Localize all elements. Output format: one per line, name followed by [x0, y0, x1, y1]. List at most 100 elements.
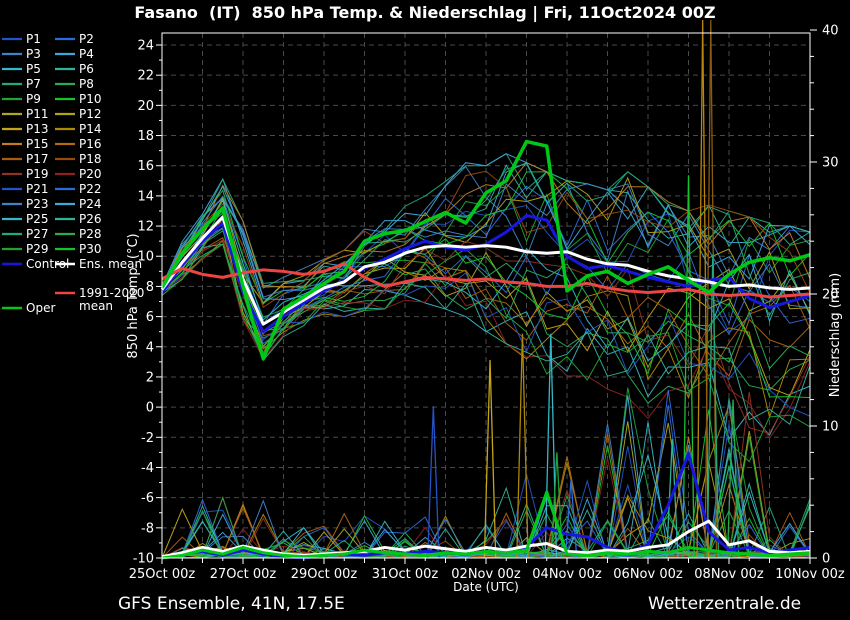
- series-line-oper-precip: [161, 490, 811, 560]
- legend-item-P22-label: P22: [79, 182, 102, 196]
- left-tick-label: 0: [146, 401, 154, 416]
- left-tick-label: 22: [137, 69, 154, 84]
- series-line-oper: [160, 139, 811, 361]
- legend-item-P11-label: P11: [26, 107, 49, 121]
- legend-item-P14-label: P14: [79, 122, 102, 136]
- right-tick-label: 30: [822, 156, 839, 171]
- x-tick-label: 02Nov 00z: [451, 567, 521, 582]
- left-tick-label: 18: [137, 129, 154, 144]
- left-tick-label: 4: [146, 340, 154, 355]
- ensemble-member-line-P27: [161, 163, 811, 334]
- legend-item-ens-mean-label: Ens. mean: [79, 257, 142, 271]
- series-line-1991-2020-mean: [161, 262, 811, 299]
- ensemble-member-precip-P19: [161, 391, 811, 560]
- legend-item-P15-label: P15: [26, 137, 49, 151]
- member-precip-spike: [427, 406, 440, 559]
- x-axis-title: Date (UTC): [453, 580, 519, 594]
- legend-item-P28-label: P28: [79, 227, 102, 241]
- x-tick-label: 04Nov 00z: [532, 567, 602, 582]
- legend-item-P20-label: P20: [79, 167, 102, 181]
- ensemble-member-line-P23: [161, 183, 811, 309]
- legend-item-P21-label: P21: [26, 182, 49, 196]
- legend-item-P19-label: P19: [26, 167, 49, 181]
- legend-item-P29-label: P29: [26, 242, 49, 256]
- legend-item-P4-label: P4: [79, 47, 94, 61]
- legend-item-P10-label: P10: [79, 92, 102, 106]
- x-tick-label: 10Nov 00z: [775, 567, 845, 582]
- legend-item-P30-label: P30: [79, 242, 102, 256]
- left-tick-label: 24: [137, 39, 154, 54]
- x-tick-label: 31Oct 00z: [372, 567, 439, 582]
- right-tick-label: 0: [822, 552, 830, 567]
- main-series-lines: [160, 139, 811, 560]
- ensemble-member-line-P25: [161, 199, 811, 362]
- ensemble-member-line-P26: [161, 243, 811, 425]
- legend-item-P16-label: P16: [79, 137, 102, 151]
- ensemble-member-line-P18: [161, 170, 811, 309]
- legend-item-P18-label: P18: [79, 152, 102, 166]
- left-tick-label: 10: [137, 250, 154, 265]
- left-tick-label: 16: [137, 159, 154, 174]
- x-tick-label: 27Oct 00z: [210, 567, 277, 582]
- right-tick-label: 20: [822, 288, 839, 303]
- ensemble-member-line-P15: [161, 162, 811, 289]
- member-precip-spike: [564, 478, 578, 559]
- legend-item-1991-2020-mean-label: 1991-2020: [79, 286, 144, 300]
- member-precip-spike: [483, 359, 497, 559]
- legend-item-oper-label: Oper: [26, 301, 55, 315]
- legend-item-P5-label: P5: [26, 62, 41, 76]
- legend-item-P24-label: P24: [79, 197, 102, 211]
- x-tick-label: 25Oct 00z: [129, 567, 196, 582]
- legend-item-P26-label: P26: [79, 212, 102, 226]
- legend-item-P1-label: P1: [26, 32, 41, 46]
- member-precip-spike: [706, 254, 720, 559]
- model-info-label: GFS Ensemble, 41N, 17.5E: [118, 594, 345, 614]
- member-precip-spike: [682, 175, 695, 559]
- ensemble-member-line-P20: [161, 243, 811, 440]
- right-axis-title: Niederschlag (mm): [828, 273, 843, 398]
- left-tick-label: 12: [137, 220, 154, 235]
- legend-item-control-label: Control: [26, 257, 69, 271]
- legend-item-1991-2020-mean-label2: mean: [79, 299, 113, 313]
- ensemble-member-line-P8: [161, 227, 811, 404]
- ensemble-member-line-P30: [161, 206, 811, 399]
- left-tick-label: 8: [146, 280, 154, 295]
- legend-item-P6-label: P6: [79, 62, 94, 76]
- left-tick-label: -10: [133, 552, 154, 567]
- series-line-ens-mean-precip: [161, 519, 811, 559]
- legend-item-P17-label: P17: [26, 152, 49, 166]
- member-precip-spike: [550, 452, 564, 559]
- series-line-ens-mean: [160, 215, 811, 326]
- legend-item-P23-label: P23: [26, 197, 49, 211]
- ensemble-member-line-P24: [161, 153, 811, 301]
- watermark-label: Wetterzentrale.de: [648, 594, 802, 614]
- left-axis-title: 850 hPa Temp. (°C): [126, 233, 141, 358]
- left-tick-label: -8: [141, 521, 154, 536]
- left-tick-label: 6: [146, 310, 154, 325]
- axes: -10-8-6-4-202468101214161820222401020304…: [126, 24, 845, 595]
- chart-title: Fasano (IT) 850 hPa Temp. & Niederschlag…: [134, 3, 716, 22]
- legend-item-P13-label: P13: [26, 122, 49, 136]
- x-tick-label: 06Nov 00z: [613, 567, 683, 582]
- ensemble-member-line-P29: [161, 243, 811, 463]
- legend-item-P27-label: P27: [26, 227, 49, 241]
- x-tick-label: 29Oct 00z: [291, 567, 358, 582]
- right-tick-label: 10: [822, 420, 839, 435]
- legend-item-P25-label: P25: [26, 212, 49, 226]
- ensemble-member-line-P6: [161, 164, 811, 288]
- ensemble-member-precip-P26: [161, 482, 811, 559]
- left-tick-label: 20: [137, 99, 154, 114]
- left-tick-label: 2: [146, 370, 154, 385]
- left-tick-label: -4: [141, 461, 154, 476]
- member-precip-spike: [726, 399, 740, 559]
- legend-item-P7-label: P7: [26, 77, 41, 91]
- member-precip-spike: [516, 333, 529, 559]
- legend-item-P2-label: P2: [79, 32, 94, 46]
- member-precip-spike: [665, 439, 679, 559]
- ensemble-member-line-P12: [161, 176, 811, 310]
- left-tick-label: -6: [141, 491, 154, 506]
- right-tick-label: 40: [822, 24, 839, 39]
